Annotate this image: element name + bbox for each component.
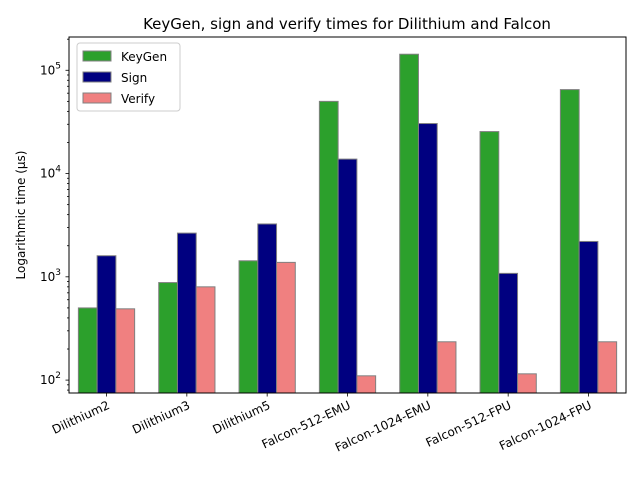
legend-label-sign: Sign: [121, 71, 147, 85]
bar-keygen-falcon-1024-fpu: [559, 89, 580, 394]
plot-frame: [68, 36, 627, 394]
x-tick-label: Dilithium2: [50, 398, 112, 437]
x-tick-label: Dilithium3: [130, 398, 192, 437]
y-axis-label: Logarithmic time (μs): [14, 151, 28, 280]
bar-verify-dilithium3: [195, 286, 216, 394]
legend: KeyGen Sign Verify: [76, 42, 181, 112]
bar-keygen-falcon-512-fpu: [479, 131, 500, 394]
bar-keygen-dilithium2: [77, 307, 98, 394]
x-tick-label: Falcon-1024-FPU: [497, 398, 594, 453]
legend-swatch-verify: [82, 92, 112, 104]
bar-sign-falcon-512-emu: [337, 158, 358, 394]
bar-keygen-falcon-512-emu: [318, 100, 339, 394]
y-tick-label: 103: [40, 268, 61, 284]
legend-swatch-keygen: [82, 50, 112, 62]
bar-sign-falcon-1024-emu: [417, 123, 438, 394]
bar-verify-falcon-512-emu: [356, 375, 377, 394]
legend-label-verify: Verify: [121, 92, 155, 106]
legend-swatch-sign: [82, 71, 112, 83]
bar-verify-falcon-512-fpu: [517, 373, 537, 394]
bar-sign-dilithium2: [96, 255, 117, 394]
bar-sign-falcon-512-fpu: [498, 272, 519, 394]
bar-keygen-falcon-1024-emu: [399, 53, 419, 394]
chart-title: KeyGen, sign and verify times for Dilith…: [143, 15, 551, 33]
y-ticks: 102 103 104 105: [40, 38, 69, 391]
bar-sign-falcon-1024-fpu: [578, 240, 599, 394]
bar-sign-dilithium5: [257, 223, 278, 394]
legend-label-keygen: KeyGen: [121, 50, 167, 64]
bar-keygen-dilithium3: [158, 282, 178, 394]
x-tick-label: Dilithium5: [210, 398, 272, 437]
bar-sign-dilithium3: [176, 232, 197, 394]
bar-verify-falcon-1024-emu: [436, 341, 457, 394]
bar-verify-dilithium5: [276, 261, 296, 394]
bar-verify-falcon-1024-fpu: [597, 341, 618, 394]
y-tick-label: 105: [40, 61, 61, 77]
bar-keygen-dilithium5: [238, 260, 259, 394]
bar-verify-dilithium2: [115, 308, 136, 394]
y-tick-label: 102: [40, 371, 61, 387]
y-tick-label: 104: [40, 165, 61, 181]
x-ticks: Dilithium2 Dilithium3 Dilithium5Falcon-512…: [50, 393, 594, 455]
